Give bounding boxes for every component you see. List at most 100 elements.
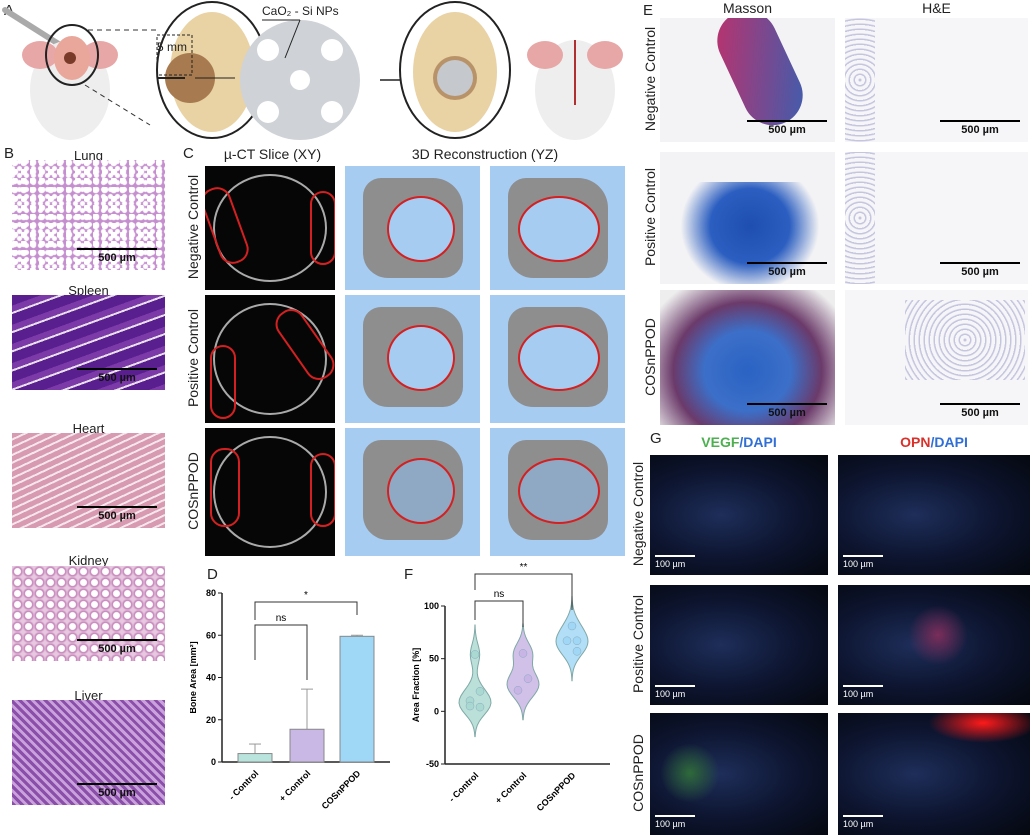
scale-bar-label: 500 µm [98, 372, 136, 384]
he-stain-image: 500 µm [845, 18, 1028, 142]
tissue-region [905, 300, 1025, 380]
significance-label: ** [520, 562, 528, 573]
vegf-dapi-image: 100 µm [650, 455, 828, 575]
surgery-schematic [0, 0, 640, 140]
significance-bracket [474, 573, 573, 610]
dapi-label: /DAPI [739, 434, 777, 450]
data-point [572, 647, 582, 656]
x-tick-label: + Control [277, 768, 312, 803]
y-tick-label: 50 [429, 654, 439, 664]
histology-row-label: COSnPPOD [642, 317, 658, 396]
scale-bar-line [77, 506, 157, 508]
defect-highlight [210, 345, 236, 419]
3d-reconstruction-image [345, 166, 480, 290]
panel-label-f: F [404, 566, 414, 583]
masson-header: Masson [722, 0, 773, 16]
vegf-signal [660, 743, 720, 803]
panel-label-d: D [207, 566, 218, 583]
data-point [470, 650, 480, 659]
scale-bar-label: 100 µm [655, 689, 686, 699]
data-point [475, 702, 485, 712]
y-tick-label: -50 [426, 759, 439, 769]
data-point [518, 649, 528, 658]
scale-bar-line [77, 783, 157, 785]
skull-outline [213, 436, 327, 548]
scale-bar: 100 µm [655, 555, 695, 569]
scale-bar: 500 µm [747, 403, 827, 419]
heart-histology-image: 500 µm [12, 433, 165, 528]
scale-bar-line [655, 685, 695, 687]
3d-reconstruction-image [490, 166, 625, 290]
organ-title: Kidney [68, 553, 109, 568]
defect-highlight [210, 448, 240, 527]
x-tick-label: COSnPPOD [535, 770, 578, 813]
data-point [562, 636, 572, 646]
opn-label: OPN [900, 434, 931, 450]
y-tick-label: 0 [211, 757, 216, 767]
opn-dapi-image: 100 µm [838, 455, 1030, 575]
bar [339, 635, 375, 763]
significance-bracket [474, 600, 524, 627]
significance-bracket [254, 624, 308, 680]
scale-bar-line [843, 685, 883, 687]
scale-bar-line [77, 639, 157, 641]
scale-bar: 100 µm [843, 685, 883, 699]
panel-label-g: G [650, 430, 662, 447]
y-tick-label: 60 [206, 630, 216, 640]
dapi-label: /DAPI [930, 434, 968, 450]
fluorescence-row-label: COSnPPOD [630, 734, 646, 812]
violin [506, 623, 540, 721]
data-point [475, 687, 485, 696]
reconstruction-header: 3D Reconstruction (YZ) [411, 146, 559, 162]
tissue-region [845, 152, 875, 284]
scale-bar: 100 µm [843, 815, 883, 829]
violin [458, 624, 492, 738]
y-tick-label: 100 [424, 601, 439, 611]
organ-title: Heart [72, 421, 105, 436]
vegf-dapi-image: 100 µm [650, 713, 828, 835]
scale-bar-line [655, 555, 695, 557]
data-point [513, 686, 523, 695]
scale-bar: 500 µm [940, 403, 1020, 419]
x-tick-label: + Control [493, 770, 528, 805]
defect-size-label: 5 mm [157, 40, 187, 54]
skull-outline [213, 303, 327, 415]
scale-bar: 100 µm [655, 685, 695, 699]
3d-reconstruction-image [345, 428, 480, 556]
scale-bar: 500 µm [940, 120, 1020, 136]
defect-circle [518, 196, 600, 262]
data-point [465, 701, 475, 711]
organ-title: Spleen [68, 283, 109, 298]
scale-bar: 500 µm [77, 248, 157, 264]
scale-bar-label: 500 µm [768, 266, 806, 278]
scale-bar-label: 500 µm [768, 124, 806, 136]
masson-stain-image: 500 µm [660, 18, 835, 142]
kidney-histology-image: 500 µm [12, 566, 165, 661]
opn-signal [908, 605, 968, 665]
defect-circle [518, 325, 600, 391]
fluorescence-row-label: Positive Control [630, 594, 646, 694]
y-tick-label: 0 [434, 706, 439, 716]
significance-label: * [304, 590, 308, 601]
scale-bar-line [940, 262, 1020, 264]
tissue-region [680, 182, 820, 284]
scale-bar-line [77, 248, 157, 250]
x-tick-label: COSnPPOD [320, 768, 363, 811]
scale-bar-label: 100 µm [843, 689, 874, 699]
3d-reconstruction-image [345, 295, 480, 423]
data-point [572, 636, 582, 646]
scale-bar: 500 µm [747, 120, 827, 136]
3d-reconstruction-image [490, 428, 625, 556]
opn-signal [928, 713, 1030, 743]
data-point [567, 621, 577, 631]
he-header: H&E [922, 0, 951, 16]
scale-bar: 500 µm [940, 262, 1020, 278]
area-fraction-violin-chart: -50 0 50 100 Area Fraction [%] ns ** - Control +… [411, 562, 610, 813]
opn-dapi-image: 100 µm [838, 585, 1030, 705]
spleen-histology-image: 500 µm [12, 295, 165, 390]
x-tick-label: - Control [227, 768, 261, 802]
significance-bracket [254, 601, 358, 620]
vegf-dapi-image: 100 µm [650, 585, 828, 705]
organ-title: Liver [74, 688, 103, 703]
panel-label-b: B [4, 145, 15, 162]
